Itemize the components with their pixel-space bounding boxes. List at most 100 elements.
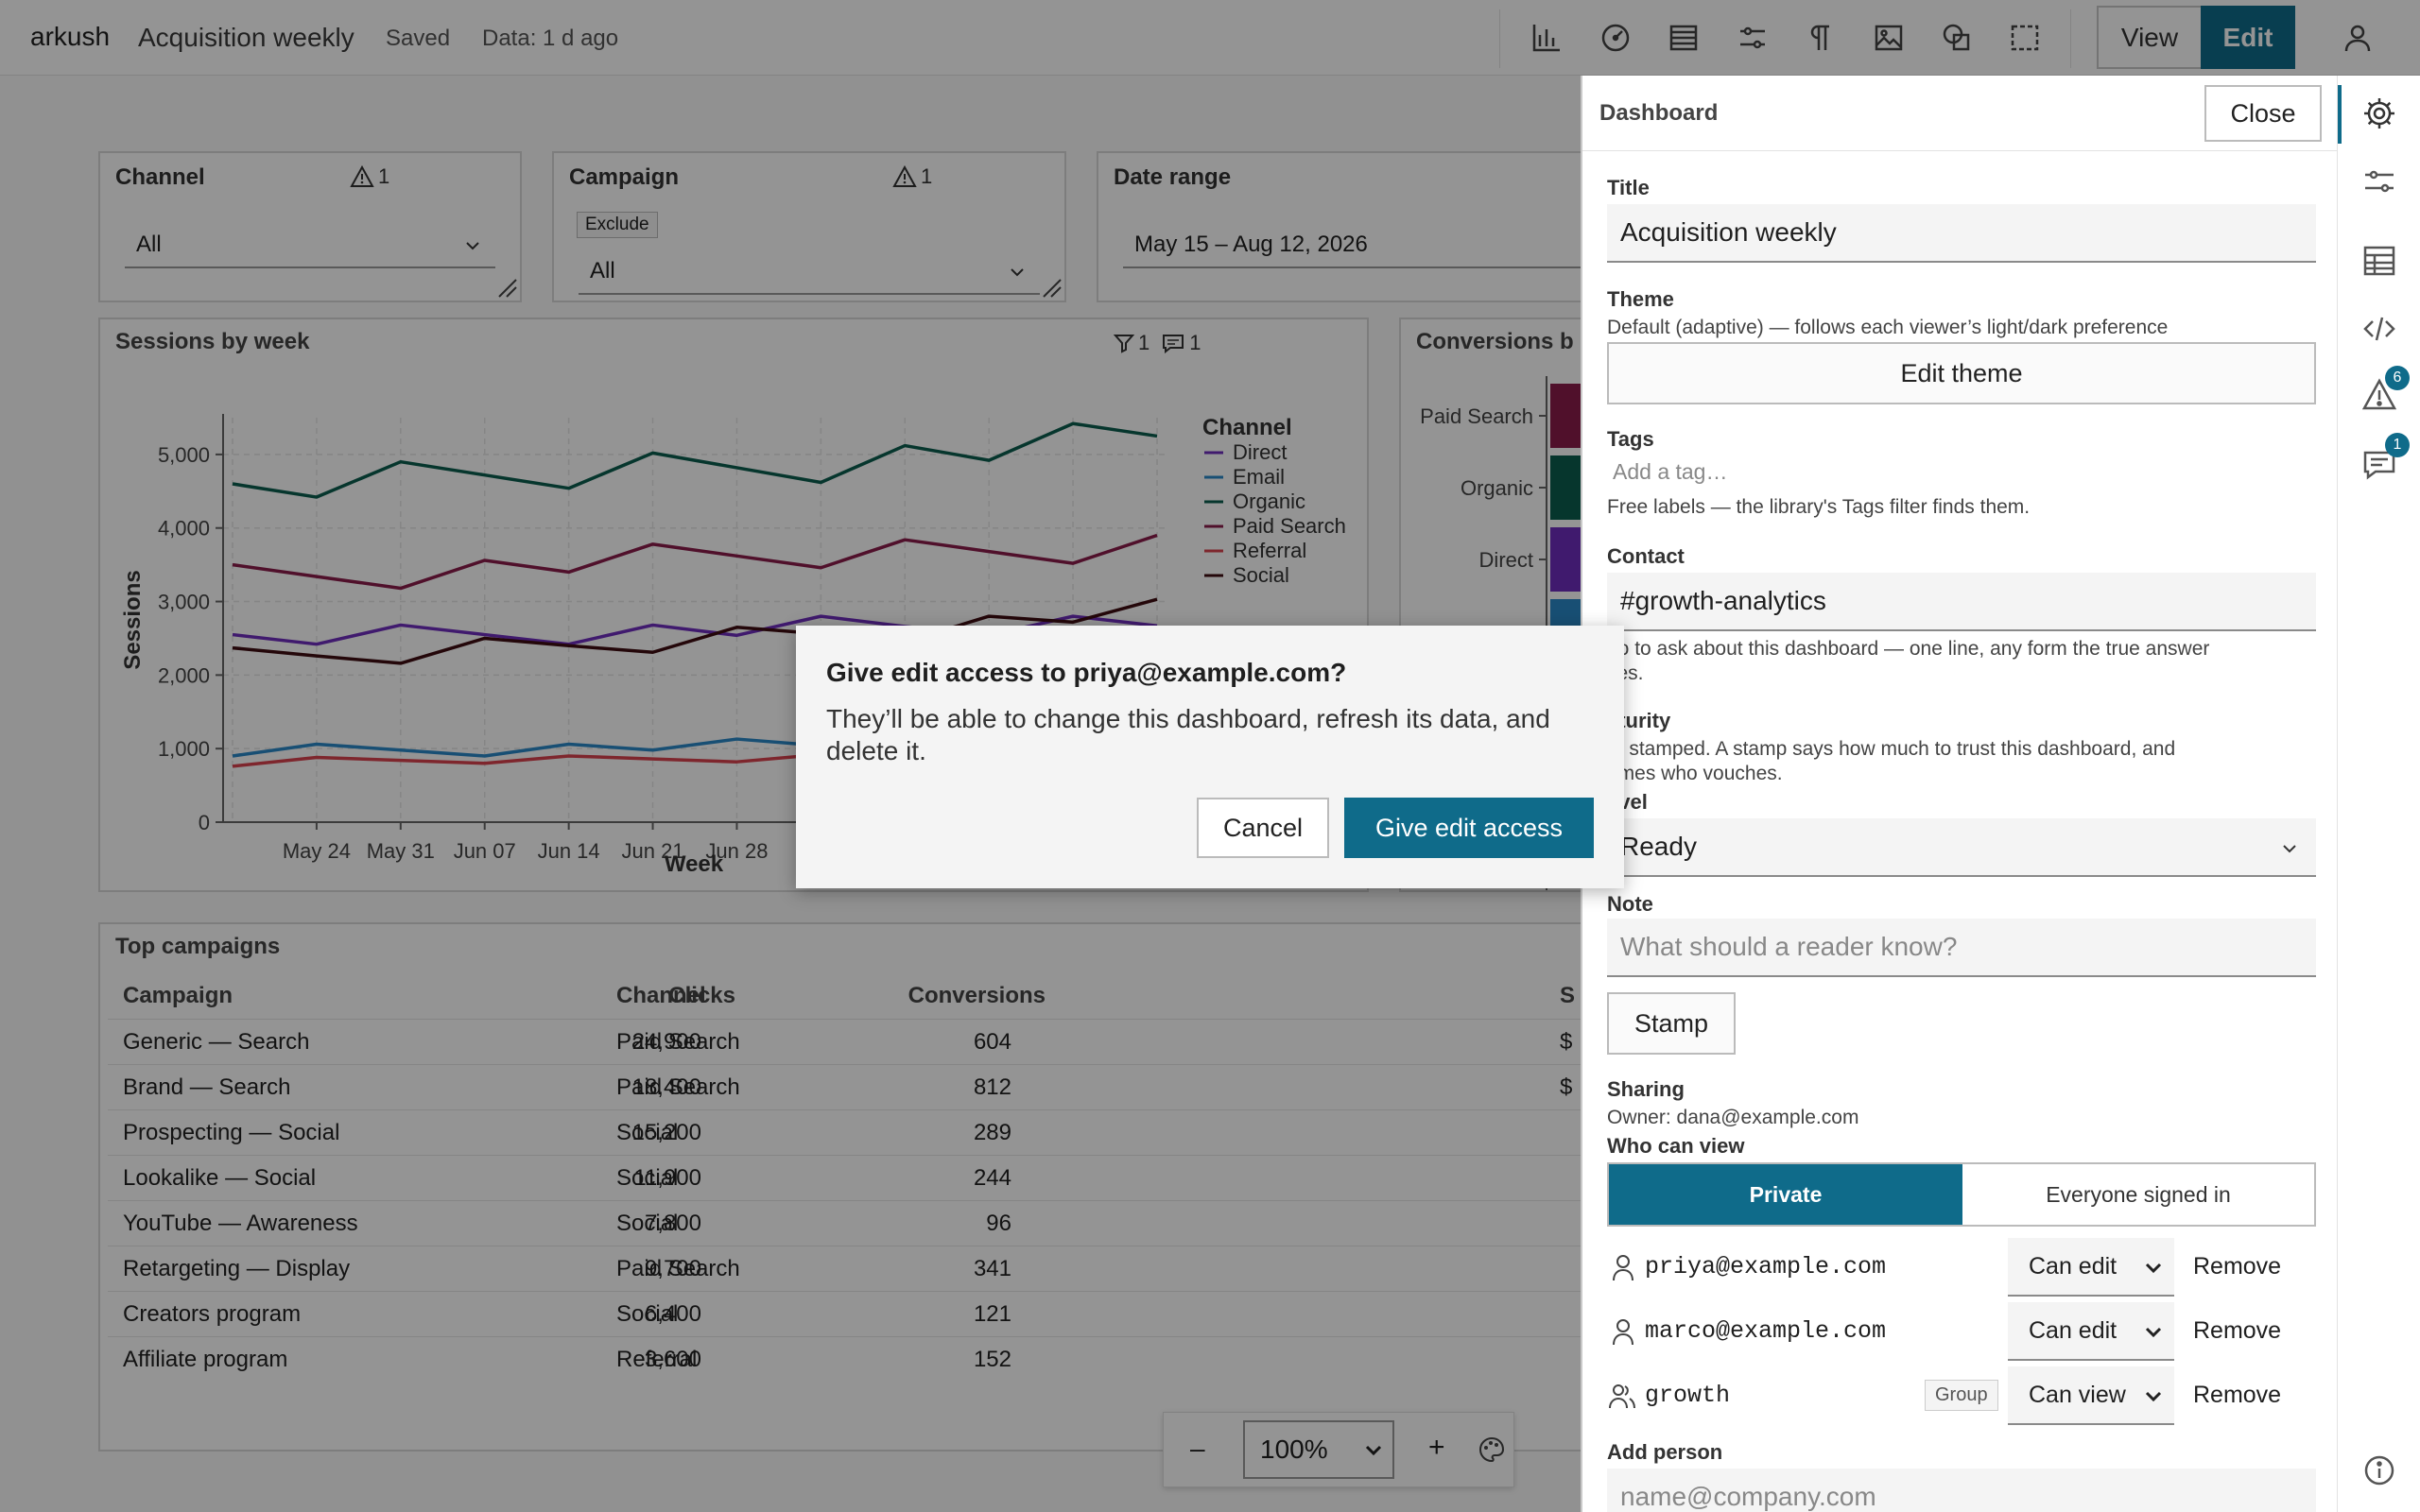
tags-help: Free labels — the library's Tags filter …: [1607, 496, 2031, 518]
table-icon[interactable]: [1667, 21, 1701, 55]
info-icon[interactable]: [2360, 1452, 2398, 1489]
x-tick-label: May 24: [283, 839, 351, 863]
column-header-conversions[interactable]: Conversions: [908, 983, 1046, 1008]
data-table-icon[interactable]: [2360, 242, 2398, 280]
code-icon[interactable]: [2360, 310, 2398, 348]
user-icon[interactable]: [2341, 21, 2375, 55]
person-row: priya@example.com Can edit Remove: [1607, 1238, 2316, 1297]
table-row[interactable]: Creators program Social 6,400 121: [108, 1291, 1582, 1336]
table-row[interactable]: Brand — Search Paid Search 18,400 812 $: [108, 1064, 1582, 1109]
zoom-in-button[interactable]: +: [1428, 1432, 1445, 1463]
resize-handle-icon[interactable]: [1036, 272, 1063, 299]
save-status: Saved: [386, 26, 451, 51]
who-can-view-label: Who can view: [1607, 1134, 1745, 1158]
legend-item: Social: [1233, 563, 1289, 587]
person-email: marco@example.com: [1645, 1317, 1887, 1345]
dialog-title: Give edit access to priya@example.com?: [826, 658, 1347, 687]
confirm-edit-access-button[interactable]: Give edit access: [1344, 798, 1594, 858]
dashboard-settings-panel: Dashboard Close Title Acquisition weekly…: [1581, 76, 2337, 1512]
cell-channel: Social: [616, 1165, 679, 1191]
cell-clicks: 18,400: [631, 1074, 701, 1100]
filter-warning[interactable]: 1: [350, 164, 389, 189]
top-bar: arkush Acquisition weekly Saved Data: 1 …: [0, 0, 2420, 76]
visibility-private-option[interactable]: Private: [1609, 1164, 1962, 1225]
resize-handle-icon[interactable]: [492, 272, 518, 299]
stamp-button[interactable]: Stamp: [1607, 992, 1736, 1055]
select-area-icon[interactable]: [2008, 21, 2042, 55]
table-row[interactable]: Prospecting — Social Social 15,200 289: [108, 1109, 1582, 1155]
contact-input[interactable]: #growth-analytics: [1607, 573, 2316, 631]
tags-input[interactable]: Add a tag…: [1613, 459, 1728, 484]
select-value: All: [590, 258, 615, 284]
zoom-level-select[interactable]: 100%: [1243, 1420, 1394, 1479]
title-input[interactable]: Acquisition weekly: [1607, 204, 2316, 263]
filter-warning[interactable]: 1: [892, 164, 932, 189]
campaign-select[interactable]: All: [579, 249, 1040, 295]
access-select[interactable]: Can edit: [2008, 1238, 2174, 1297]
panel-badges[interactable]: 1 1: [1114, 331, 1201, 355]
cell-campaign: YouTube — Awareness: [123, 1211, 358, 1236]
edit-mode-button[interactable]: Edit: [2201, 6, 2295, 69]
table-row[interactable]: Lookalike — Social Social 11,900 244: [108, 1155, 1582, 1200]
cell-clicks: 3,600: [644, 1347, 701, 1372]
remove-person-button[interactable]: Remove: [2193, 1253, 2282, 1280]
column-header-campaign[interactable]: Campaign: [123, 983, 233, 1008]
table-row[interactable]: YouTube — Awareness Social 7,800 96: [108, 1200, 1582, 1246]
category-label: Direct: [1479, 548, 1533, 572]
chevron-down-icon: [466, 242, 479, 250]
visibility-everyone-option[interactable]: Everyone signed in: [2046, 1181, 2231, 1207]
warning-icon: [350, 165, 374, 187]
group-row: growth Group Can view Remove: [1607, 1366, 2316, 1425]
note-input[interactable]: What should a reader know?: [1607, 919, 2316, 977]
table-row[interactable]: Affiliate program Referral 3,600 152: [108, 1336, 1582, 1382]
cell-clicks: 9,700: [644, 1256, 701, 1281]
panel-header: Dashboard Close: [1582, 76, 2337, 151]
user-icon: [1613, 1255, 1634, 1281]
tags-label: Tags: [1607, 427, 1654, 451]
warning-count: 1: [378, 164, 390, 188]
access-select[interactable]: Can view: [2008, 1366, 2174, 1425]
warning-icon[interactable]: [2360, 376, 2398, 414]
table-row[interactable]: Retargeting — Display Paid Search 9,700 341: [108, 1246, 1582, 1291]
cell-channel: Social: [616, 1120, 679, 1145]
image-icon[interactable]: [1872, 21, 1906, 55]
add-person-input[interactable]: name@company.com: [1607, 1469, 2316, 1512]
date-range-input[interactable]: May 15 – Aug 12, 2026: [1123, 223, 1586, 268]
cell-campaign: Retargeting — Display: [123, 1256, 351, 1281]
channel-select[interactable]: All: [125, 223, 495, 268]
gauge-icon[interactable]: [1599, 21, 1633, 55]
right-rail: 6 1: [2337, 76, 2420, 1512]
edit-theme-button[interactable]: Edit theme: [1607, 342, 2316, 404]
panel-heading: Dashboard: [1599, 100, 1719, 126]
exclude-toggle[interactable]: Exclude: [577, 212, 658, 238]
remove-person-button[interactable]: Remove: [2193, 1317, 2282, 1344]
cell-channel: Paid Search: [616, 1256, 740, 1281]
dashboard-title[interactable]: Acquisition weekly: [138, 23, 354, 52]
gear-icon[interactable]: [2360, 94, 2398, 132]
zoom-out-button[interactable]: –: [1190, 1434, 1205, 1463]
cell-conversions: 96: [986, 1211, 1011, 1236]
paragraph-icon[interactable]: [1804, 21, 1838, 55]
view-mode-button[interactable]: View: [2097, 6, 2203, 69]
cell-conversions: 121: [973, 1301, 1011, 1327]
table-row[interactable]: Generic — Search Paid Search 24,900 604 $: [108, 1019, 1582, 1064]
access-select[interactable]: Can edit: [2008, 1302, 2174, 1361]
column-header-channel[interactable]: Channel: [616, 983, 706, 1008]
remove-group-button[interactable]: Remove: [2193, 1382, 2282, 1408]
sliders-icon[interactable]: [1736, 21, 1770, 55]
column-header-spend[interactable]: S: [1560, 983, 1576, 1008]
user-icon: [1613, 1319, 1634, 1346]
close-button[interactable]: Close: [2204, 85, 2322, 142]
y-tick-label: 3,000: [158, 591, 210, 614]
owner-text: Owner: dana@example.com: [1607, 1107, 1859, 1128]
shapes-icon[interactable]: [1940, 21, 1974, 55]
bar-chart-icon[interactable]: [1530, 21, 1564, 55]
palette-icon[interactable]: [1478, 1435, 1506, 1464]
group-tag: Group: [1925, 1380, 1998, 1411]
sliders-icon[interactable]: [2360, 163, 2398, 200]
level-select[interactable]: Ready: [1607, 818, 2316, 877]
cancel-button[interactable]: Cancel: [1197, 798, 1329, 858]
column-header-clicks[interactable]: Clicks: [668, 983, 735, 1008]
app-brand[interactable]: arkush: [30, 22, 111, 51]
zoom-level-value: 100%: [1260, 1435, 1328, 1464]
